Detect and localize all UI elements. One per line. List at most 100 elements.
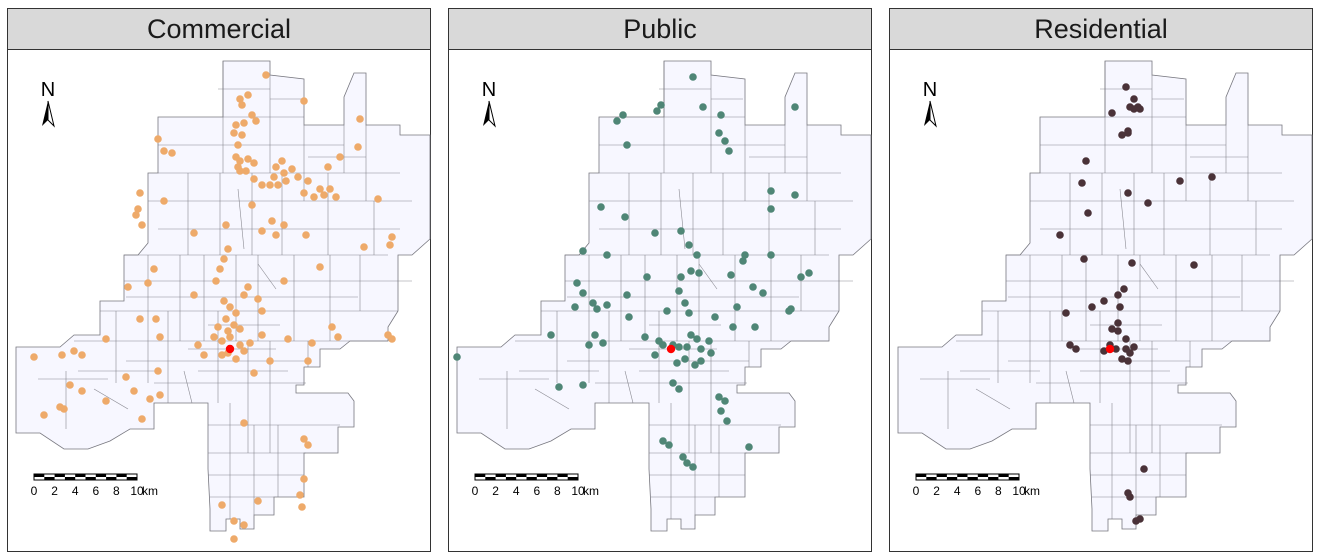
residential-location-point (1120, 285, 1128, 293)
public-location-point (653, 107, 661, 115)
residential-location-point (1088, 303, 1096, 311)
public-location-point (579, 247, 587, 255)
commercial-location-point (222, 315, 230, 323)
residential-location-point (1114, 319, 1122, 327)
commercial-location-point (190, 291, 198, 299)
scale-tick-label: 8 (554, 484, 561, 498)
public-location-point (643, 273, 651, 281)
district-boundary-line (257, 263, 277, 290)
north-arrow-public: N (482, 79, 496, 128)
commercial-location-point (136, 315, 144, 323)
residential-location-point (1114, 327, 1122, 335)
scale-tick-label: 10 (1012, 484, 1026, 498)
public-location-point (591, 331, 599, 339)
scale-tick-label: 4 (954, 484, 961, 498)
public-location-point (805, 269, 813, 277)
commercial-location-point (266, 357, 274, 365)
commercial-location-point (294, 173, 302, 181)
commercial-location-point (66, 381, 74, 389)
public-location-point (721, 137, 729, 145)
commercial-location-point (254, 497, 262, 505)
public-location-point (745, 443, 753, 451)
public-location-point (623, 291, 631, 299)
commercial-location-point (258, 181, 266, 189)
commercial-location-point (328, 323, 336, 331)
commercial-location-point (360, 243, 368, 251)
commercial-location-point (230, 321, 238, 329)
public-location-point (675, 385, 683, 393)
residential-location-point (1122, 83, 1130, 91)
public-location-point (579, 289, 587, 297)
residential-location-point (1080, 255, 1088, 263)
commercial-location-point (234, 141, 242, 149)
residential-location-point (1118, 131, 1126, 139)
public-location-point (593, 305, 601, 313)
commercial-location-point (250, 369, 258, 377)
district-boundary-line (1139, 263, 1159, 290)
public-location-point (683, 459, 691, 467)
commercial-location-point (200, 351, 208, 359)
commercial-location-point (280, 221, 288, 229)
public-location-point (573, 279, 581, 287)
commercial-location-point (156, 391, 164, 399)
commercial-location-point (232, 355, 240, 363)
public-location-point (791, 191, 799, 199)
facet-title-public: Public (623, 13, 697, 44)
district-boundary-line (93, 388, 129, 410)
commercial-location-point (336, 153, 344, 161)
scale-bar-frame (33, 473, 138, 481)
public-location-point (767, 205, 775, 213)
scale-bar-segment (85, 477, 96, 480)
commercial-location-point (236, 325, 244, 333)
scale-tick-label: 6 (533, 484, 540, 498)
scale-bar-segment (557, 474, 568, 477)
residential-location-point (1108, 325, 1116, 333)
public-location-point (711, 313, 719, 321)
public-location-point (741, 251, 749, 259)
commercial-location-point (168, 149, 176, 157)
residential-location-point (1124, 129, 1132, 137)
public-location-point (751, 323, 759, 331)
commercial-location-point (138, 415, 146, 423)
scale-bar-frame (915, 473, 1020, 481)
scale-bar-segment (106, 477, 117, 480)
commercial-location-point (218, 501, 226, 509)
scale-tick-label: 2 (51, 484, 58, 498)
commercial-location-point (70, 347, 78, 355)
commercial-location-point (388, 233, 396, 241)
public-location-point (677, 273, 685, 281)
commercial-location-point (310, 193, 318, 201)
scale-bar-segment (936, 474, 947, 477)
commercial-location-point (280, 277, 288, 285)
scale-bar-segment (475, 474, 486, 477)
commercial-location-point (270, 173, 278, 181)
district-boundary-line (975, 388, 1011, 410)
public-location-point (717, 111, 725, 119)
commercial-location-point (250, 175, 258, 183)
commercial-location-point (296, 491, 304, 499)
public-location-point (705, 337, 713, 345)
panel-residential: Residential N 0 2 4 6 8 10 km (889, 8, 1313, 552)
commercial-location-point (250, 159, 258, 167)
centroid-point (1105, 344, 1115, 354)
commercial-location-point (272, 231, 280, 239)
residential-location-point (1062, 309, 1070, 317)
commercial-location-point (300, 97, 308, 105)
district-boundary-line (1065, 370, 1075, 404)
scale-unit: km (142, 484, 158, 498)
scale-bar-segment (95, 474, 107, 477)
public-location-point (697, 345, 705, 353)
public-location-point (687, 267, 695, 275)
commercial-location-point (236, 95, 244, 103)
public-location-point (723, 417, 731, 425)
public-location-point (699, 103, 707, 111)
commercial-location-point (224, 245, 232, 253)
commercial-location-point (240, 521, 248, 529)
commercial-location-point (134, 205, 142, 213)
commercial-location-point (308, 339, 316, 347)
residential-location-point (1144, 199, 1152, 207)
commercial-location-point (220, 255, 228, 263)
north-arrow-right (929, 100, 937, 128)
scale-tick-label: 4 (72, 484, 79, 498)
